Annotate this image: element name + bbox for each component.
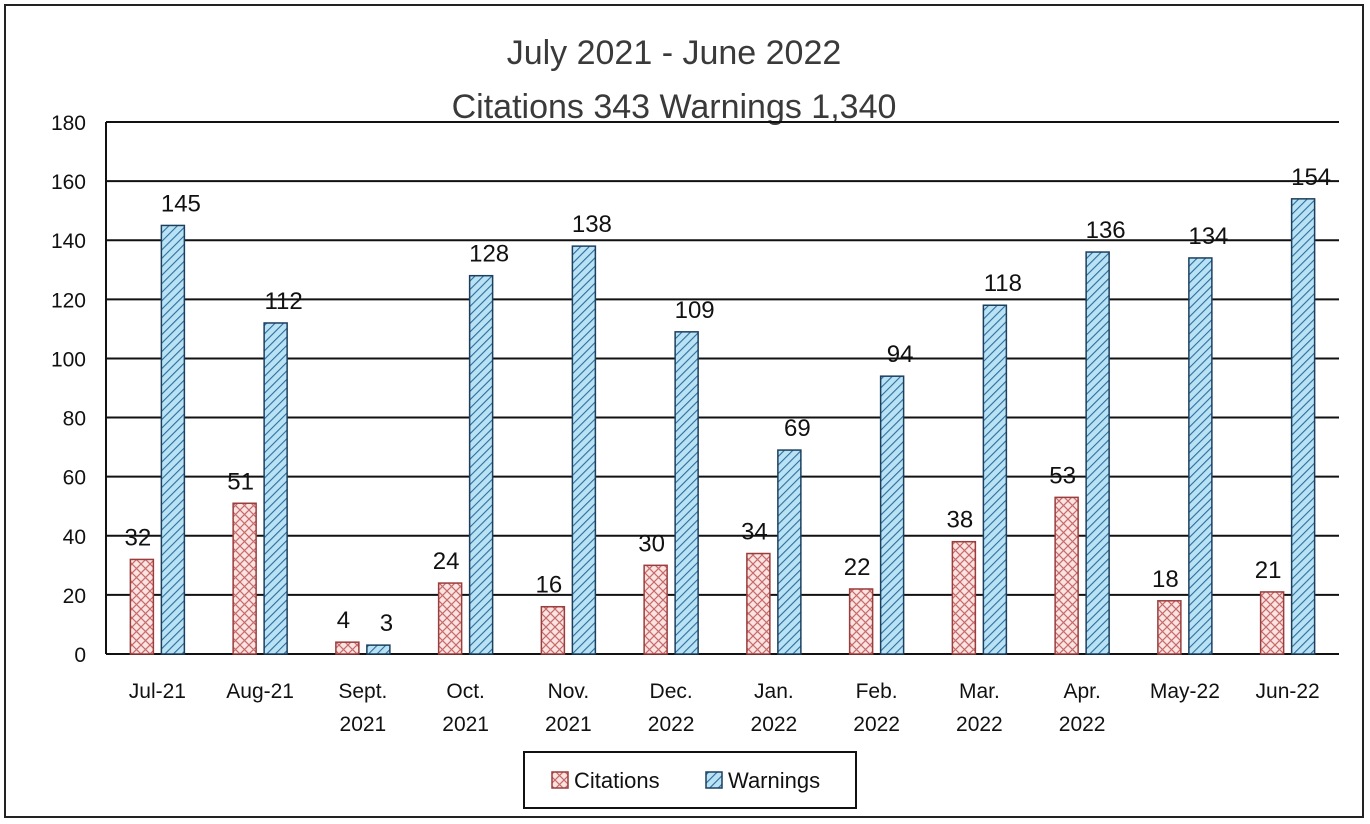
legend-swatch-warnings bbox=[705, 771, 723, 789]
bar-warnings bbox=[263, 322, 288, 655]
y-tick-label: 40 bbox=[63, 526, 86, 549]
x-tick-label: 2021 bbox=[545, 713, 592, 736]
y-tick-label: 180 bbox=[51, 112, 86, 135]
data-label-warnings: 69 bbox=[784, 415, 811, 442]
bar-warnings bbox=[879, 375, 905, 655]
bar-warnings bbox=[1290, 198, 1316, 655]
data-label-warnings: 128 bbox=[469, 241, 509, 268]
y-tick-label: 100 bbox=[51, 348, 86, 371]
chart-title-line2: Citations 343 Warnings 1,340 bbox=[452, 88, 897, 126]
data-label-citations: 32 bbox=[125, 524, 152, 551]
data-label-warnings: 109 bbox=[675, 297, 715, 324]
bar-warnings bbox=[468, 274, 494, 655]
bar-warnings bbox=[1188, 257, 1213, 655]
data-label-warnings: 94 bbox=[887, 341, 914, 368]
bar-citations bbox=[951, 540, 977, 655]
x-axis: Jul-21 Aug-21 Sept. 2021 Oct. 2021 Nov. 2021 Dec… bbox=[129, 680, 1320, 736]
bar-citations bbox=[848, 588, 874, 655]
data-label-warnings: 145 bbox=[161, 190, 201, 217]
x-tick-label: Nov. bbox=[548, 680, 590, 703]
data-label-citations: 16 bbox=[536, 572, 563, 599]
gridlines bbox=[106, 121, 1339, 596]
bar-citations bbox=[1157, 600, 1182, 655]
chart-frame: July 2021 - June 2022 Citations 343 Warn… bbox=[4, 4, 1364, 818]
bar-chart: July 2021 - June 2022 Citations 343 Warn… bbox=[51, 34, 1339, 809]
x-tick-label: May-22 bbox=[1150, 680, 1220, 703]
data-label-citations: 30 bbox=[638, 530, 665, 557]
x-tick-label: Jun-22 bbox=[1256, 680, 1320, 703]
x-tick-label: 2022 bbox=[648, 713, 695, 736]
x-tick-label: Aug-21 bbox=[226, 680, 294, 703]
x-tick-label: 2022 bbox=[1059, 713, 1106, 736]
bar-citations bbox=[437, 582, 463, 655]
bar-warnings bbox=[982, 304, 1008, 655]
x-tick-label: 2021 bbox=[442, 713, 489, 736]
bar-citations bbox=[746, 552, 771, 655]
x-tick-label: 2022 bbox=[956, 713, 1003, 736]
x-tick-label: 2022 bbox=[751, 713, 798, 736]
bar-citations bbox=[335, 641, 360, 655]
y-tick-label: 120 bbox=[51, 289, 86, 312]
data-label-citations: 22 bbox=[844, 554, 871, 581]
y-tick-label: 160 bbox=[51, 171, 86, 194]
data-label-citations: 21 bbox=[1255, 557, 1282, 584]
x-tick-label: Feb. bbox=[856, 680, 898, 703]
bar-warnings bbox=[1085, 251, 1110, 655]
bar-citations bbox=[1054, 496, 1079, 655]
data-labels: 32 145 51 112 4 3 24 128 16 138 30 109 34 69 22 94 38 118… bbox=[125, 164, 1332, 637]
x-tick-label: Apr. bbox=[1063, 680, 1100, 703]
bar-citations bbox=[643, 564, 668, 655]
x-tick-label: 2022 bbox=[853, 713, 900, 736]
y-tick-label: 20 bbox=[63, 585, 86, 608]
legend: Citations Warnings bbox=[523, 751, 857, 809]
bar-warnings bbox=[674, 331, 699, 655]
y-tick-label: 60 bbox=[63, 467, 86, 490]
bar-warnings bbox=[160, 224, 186, 655]
data-label-warnings: 138 bbox=[572, 211, 612, 238]
bar-warnings bbox=[571, 245, 597, 655]
y-axis: 0 20 40 60 80 100 120 140 160 180 bbox=[51, 112, 1339, 667]
y-tick-label: 80 bbox=[63, 408, 86, 431]
x-tick-label: Jul-21 bbox=[129, 680, 186, 703]
data-label-warnings: 112 bbox=[264, 288, 302, 315]
data-label-citations: 18 bbox=[1152, 566, 1179, 593]
legend-swatch-citations bbox=[551, 771, 569, 789]
data-label-warnings: 118 bbox=[984, 270, 1022, 297]
bar-warnings bbox=[366, 644, 391, 655]
bar-citations bbox=[129, 558, 155, 655]
chart-title-line1: July 2021 - June 2022 bbox=[507, 34, 842, 72]
data-label-citations: 38 bbox=[947, 507, 974, 534]
x-tick-label: Oct. bbox=[446, 680, 485, 703]
y-tick-label: 0 bbox=[74, 644, 86, 667]
bar-citations bbox=[1259, 591, 1285, 655]
data-label-warnings: 134 bbox=[1188, 223, 1228, 250]
bar-citations bbox=[540, 605, 566, 655]
data-label-citations: 53 bbox=[1049, 462, 1076, 489]
data-label-citations: 51 bbox=[227, 468, 254, 495]
y-tick-label: 140 bbox=[51, 230, 86, 253]
x-tick-label: Jan. bbox=[754, 680, 794, 703]
x-tick-label: Dec. bbox=[650, 680, 693, 703]
x-tick-label: Mar. bbox=[959, 680, 1000, 703]
data-label-warnings: 136 bbox=[1086, 217, 1126, 244]
data-label-citations: 24 bbox=[433, 548, 460, 575]
legend-box bbox=[523, 751, 857, 809]
bars bbox=[129, 198, 1316, 655]
data-label-warnings: 154 bbox=[1291, 164, 1331, 191]
legend-label-warnings: Warnings bbox=[728, 768, 820, 793]
x-tick-label: 2021 bbox=[340, 713, 387, 736]
bar-warnings bbox=[777, 449, 802, 655]
legend-label-citations: Citations bbox=[574, 768, 660, 793]
bar-citations bbox=[232, 502, 257, 655]
data-label-warnings: 3 bbox=[380, 610, 393, 637]
x-tick-label: Sept. bbox=[338, 680, 387, 703]
data-label-citations: 4 bbox=[337, 607, 350, 634]
data-label-citations: 34 bbox=[741, 519, 768, 546]
